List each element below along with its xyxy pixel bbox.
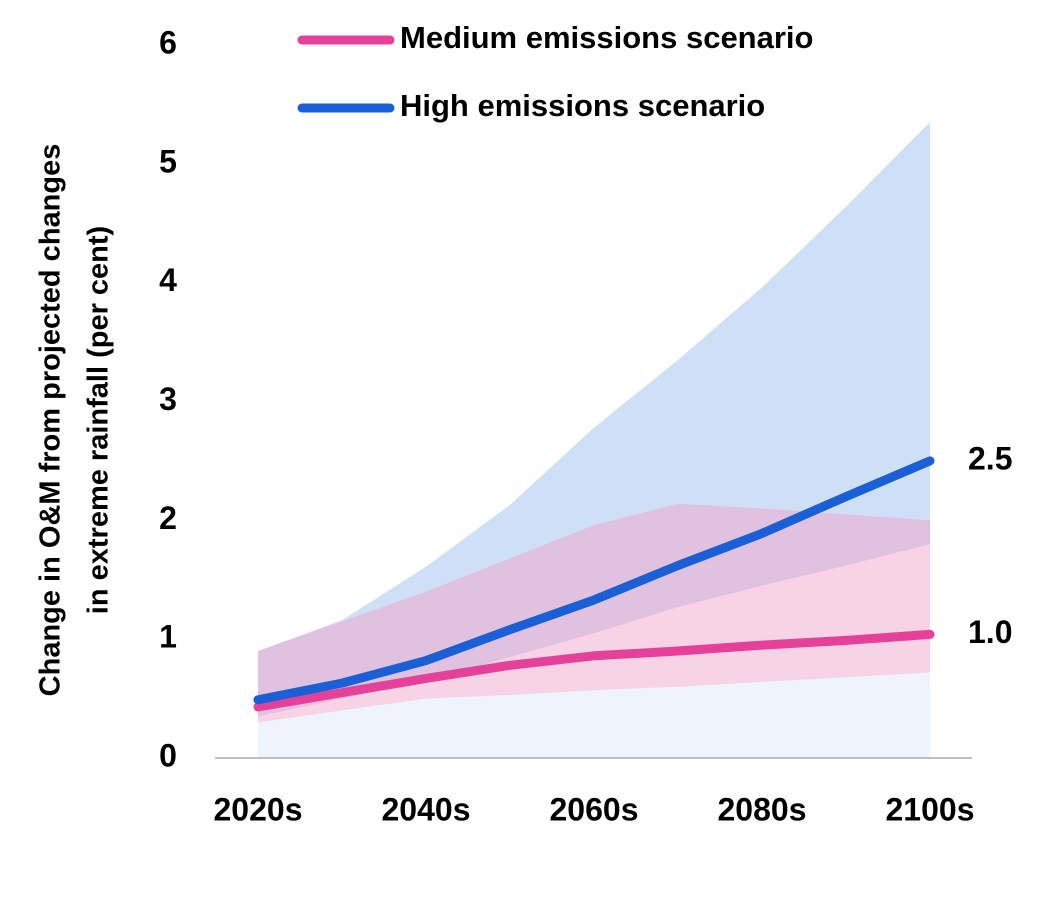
y-axis-title-line: in extreme rainfall (per cent) [83,226,115,614]
y-tick-label: 6 [159,24,177,60]
y-tick-label: 1 [159,619,177,655]
y-tick-label: 2 [159,500,177,536]
range-band [258,503,930,723]
x-tick-label: 2100s [886,791,975,827]
legend-label: High emissions scenario [400,88,765,123]
data-label: 2.5 [968,440,1012,476]
y-axis-title: Change in O&M from projected changes in … [35,144,115,697]
y-tick-label: 4 [159,262,177,298]
y-tick-label: 5 [159,143,177,179]
series-line [253,629,935,712]
x-tick-label: 2020s [214,791,303,827]
x-tick-label: 2060s [550,791,639,827]
y-axis-title-line: Change in O&M from projected changes [35,144,67,697]
y-tick-label: 3 [159,381,177,417]
series-line [253,456,935,705]
range-floor-shade [258,672,930,758]
data-label: 1.0 [968,614,1012,650]
legend-label: Medium emissions scenario [400,20,813,55]
x-tick-label: 2040s [382,791,471,827]
y-tick-label: 0 [159,737,177,773]
x-tick-label: 2080s [718,791,807,827]
